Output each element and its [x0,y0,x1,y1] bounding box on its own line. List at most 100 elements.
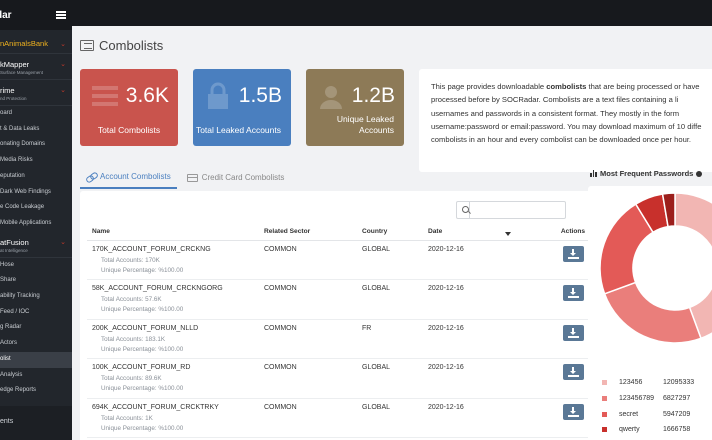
download-icon [567,414,579,417]
download-button[interactable] [562,285,584,301]
tab-account-combolists[interactable]: Account Combolists [80,168,177,189]
cell-sector: COMMON [259,319,357,359]
sidebar-items-group-1: oard t & Data Leaks onating Domains Medi… [0,106,72,232]
sidebar-item[interactable]: Dark Web Findings [0,188,51,195]
combolist-name: 170K_ACCOUNT_FORUM_CRCKNG [92,245,211,253]
combolist-name: 200K_ACCOUNT_FORUM_NLLD [92,324,199,332]
section-title: atFusion [0,237,29,247]
sidebar-item[interactable]: onating Domains [0,141,46,148]
legend-label: secret [619,410,639,418]
bar-chart-icon [590,170,597,177]
download-button[interactable] [562,245,584,262]
combolist-table: Name Related Sector Country Date Actions… [87,224,627,438]
table-row: 170K_ACCOUNT_FORUM_CRCKNG Total Accounts… [87,240,627,280]
page-title: Combolists [80,38,163,53]
sidebar-item[interactable]: t & Data Leaks [0,125,40,132]
sidebar-item-combolist[interactable]: olist [0,351,72,368]
info-description: This page provides downloadable combolis… [419,69,712,172]
chart-title-text: Most Frequent Passwords [600,169,694,178]
column-header-name[interactable]: Name [87,224,259,241]
stat-label: Total Leaked Accounts [195,125,281,135]
donut-slice-qwerty123[interactable] [661,192,676,228]
company-name: nAnimalsBank [0,39,48,48]
menu-toggle-icon[interactable] [56,11,66,19]
sidebar-bottom[interactable]: ents [0,406,72,440]
table-row: 200K_ACCOUNT_FORUM_NLLD Total Accounts: … [87,319,627,359]
list-icon [80,40,94,51]
sidebar-item[interactable]: ability Tracking [0,293,40,300]
sidebar-item[interactable]: Actors [0,340,18,347]
total-accounts: Total Accounts: 89.6K [101,375,162,382]
main-content: Combolists 3.6K Total Combolists 1.5B To… [72,26,712,440]
sidebar-item[interactable]: e Code Leakage [0,204,45,211]
cell-name: 694K_ACCOUNT_FORUM_CRCKTRKY Total Accoun… [87,398,259,438]
total-accounts: Total Accounts: 1K [101,414,153,422]
donut-slice-123456[interactable] [674,192,712,340]
sidebar-item[interactable]: edge Reports [0,387,37,394]
cell-country: GLOBAL [357,279,423,320]
sidebar-item[interactable]: Mobile Applications [0,219,52,226]
download-icon [567,256,579,259]
donut-slice-123456789[interactable] [603,281,702,344]
sidebar-item[interactable]: Feed / IOC [0,308,30,315]
top-bar [72,0,712,26]
sidebar-item[interactable]: Analysis [0,371,23,378]
legend-label: qwerty [619,426,640,434]
column-header-date[interactable]: Date [423,224,519,241]
combolist-name: 694K_ACCOUNT_FORUM_CRCKTRKY [92,403,219,411]
search-input[interactable] [470,202,565,218]
column-header-sector[interactable]: Related Sector [259,224,357,241]
search-icon[interactable] [457,202,470,218]
cell-sector: COMMON [259,279,357,320]
cell-name: 170K_ACCOUNT_FORUM_CRCKNG Total Accounts… [87,240,259,280]
unique-percentage: Unique Percentage: %100.00 [101,424,184,432]
legend-value: 12095333 [663,379,695,386]
info-line: This page provides downloadable combolis… [431,82,700,91]
download-button[interactable] [562,324,584,341]
combolist-name: 58K_ACCOUNT_FORUM_CRCKNGORG [92,285,223,292]
cell-country: GLOBAL [357,358,423,399]
stat-value: 3.6K [125,84,169,107]
cell-date: 2020-12-16 [423,398,519,438]
stat-card-unique-leaked: 1.2B Unique Leaked Accounts [306,69,404,146]
search-box [456,201,566,219]
sidebar-section-cybercrime[interactable]: rime nd Protection ⌄ [0,80,72,106]
sidebar-item[interactable]: Hose [0,261,15,268]
sidebar-item[interactable]: eputation [0,172,25,179]
stat-value: 1.5B [238,84,282,107]
chart-title: Most Frequent Passwords [590,169,703,178]
legend-item[interactable]: qwerty 1666758 [602,426,690,433]
legend-item[interactable]: 123456789 6827297 [602,395,690,402]
table-row: 694K_ACCOUNT_FORUM_CRCKTRKY Total Accoun… [87,398,627,438]
tab-credit-card-combolists[interactable]: Credit Card Combolists [181,168,291,189]
legend-label: 123456 [619,379,643,386]
legend-item[interactable]: 123456 12095333 [602,379,694,386]
unique-percentage: Unique Percentage: %100.00 [101,385,184,392]
chevron-down-icon: ⌄ [60,87,66,94]
download-button[interactable] [562,403,584,420]
sidebar-section-threatfusion[interactable]: atFusion at Intelligence ⌄ [0,232,72,258]
chevron-down-icon: ⌄ [60,40,66,48]
section-title: kMapper [0,60,30,69]
page-title-text: Combolists [99,38,164,53]
info-icon[interactable] [696,170,703,177]
sidebar-item[interactable]: oard [0,110,13,116]
cell-sector: COMMON [259,358,357,399]
cell-country: GLOBAL [357,240,423,280]
chevron-down-icon: ⌄ [60,61,66,68]
cell-date: 2020-12-16 [423,279,519,320]
company-selector[interactable]: nAnimalsBank ⌄ [0,34,72,54]
stat-label: Total Combolists [97,125,161,135]
total-accounts: Total Accounts: 183.1K [101,335,166,343]
sidebar-item[interactable]: g Radar [0,324,22,331]
legend-item[interactable]: secret 5947209 [602,411,690,418]
stat-card-total-combolists: 3.6K Total Combolists [80,69,178,146]
sidebar-section-attackmapper[interactable]: kMapper Surface Management ⌄ [0,54,72,80]
info-line: usernames and passwords in a consistent … [431,108,680,118]
download-icon [567,375,579,377]
sidebar-item[interactable]: Media Risks [0,157,33,164]
download-button[interactable] [562,364,584,380]
app-logo: dar [0,9,12,21]
column-header-country[interactable]: Country [357,224,423,241]
sidebar-item[interactable]: Share [0,277,17,284]
